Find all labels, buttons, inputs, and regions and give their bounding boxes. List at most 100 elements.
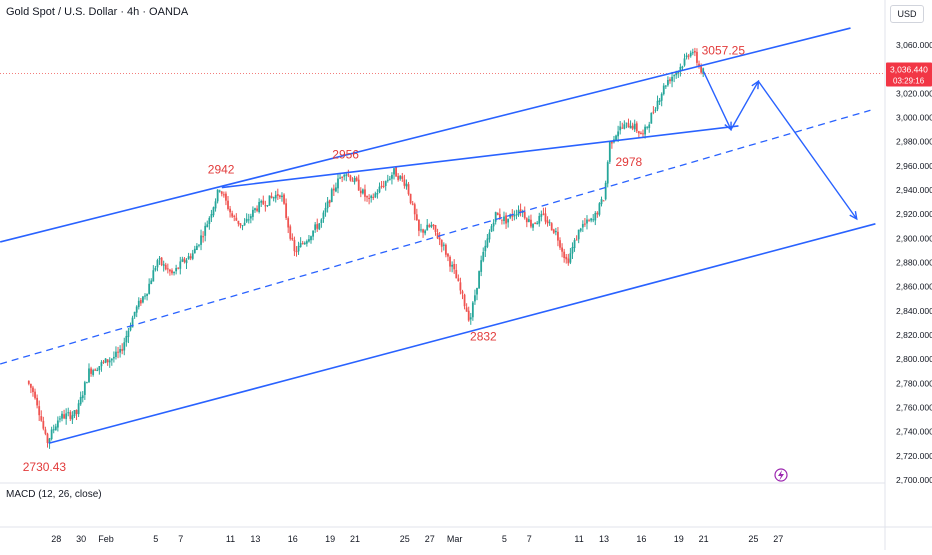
candle-body bbox=[75, 409, 78, 415]
candle-body bbox=[438, 237, 441, 240]
candle-body bbox=[229, 208, 231, 213]
candle-body bbox=[328, 200, 331, 204]
candle-body bbox=[100, 362, 103, 367]
lightning-icon[interactable] bbox=[774, 468, 788, 482]
candle-body bbox=[281, 195, 283, 198]
candle-body bbox=[119, 348, 122, 353]
candle-body bbox=[353, 177, 356, 183]
channel-upper-line[interactable] bbox=[0, 27, 851, 243]
candle-body bbox=[36, 397, 39, 406]
candle-body bbox=[345, 174, 348, 176]
candle-body bbox=[112, 356, 115, 359]
candle-body bbox=[440, 239, 443, 247]
candle-body bbox=[54, 426, 57, 431]
projection-path[interactable] bbox=[702, 71, 858, 220]
candle-body bbox=[683, 58, 686, 66]
candle-body bbox=[65, 413, 68, 419]
candle-body bbox=[276, 194, 279, 196]
candle-body bbox=[96, 370, 99, 372]
candle-body bbox=[67, 412, 70, 414]
candle-body bbox=[532, 223, 534, 228]
drawings[interactable] bbox=[0, 27, 885, 445]
price-axis-tick: 2,960.000 bbox=[896, 161, 932, 171]
candle-body bbox=[677, 71, 680, 74]
candle-body bbox=[627, 123, 630, 128]
candle-body bbox=[667, 80, 669, 86]
candle-body bbox=[79, 396, 82, 405]
candle-body bbox=[326, 201, 329, 209]
candle-body bbox=[681, 66, 684, 68]
candle-body bbox=[623, 124, 626, 129]
candle-body bbox=[573, 240, 576, 249]
price-tag: 3,036.440 03:29:16 bbox=[886, 62, 932, 87]
price-tag-value: 3,036.440 bbox=[890, 64, 928, 74]
candle-body bbox=[332, 188, 335, 191]
candle-body bbox=[453, 263, 456, 270]
candle-body bbox=[675, 72, 678, 76]
currency-button[interactable]: USD bbox=[890, 5, 924, 23]
candle-body bbox=[216, 189, 219, 202]
candle-body bbox=[366, 196, 368, 198]
candle-body bbox=[542, 213, 545, 215]
candle-body bbox=[700, 66, 703, 73]
candle-body bbox=[370, 195, 373, 199]
resistance-trendline[interactable] bbox=[221, 125, 739, 189]
candles bbox=[27, 47, 705, 449]
candle-body bbox=[272, 197, 275, 199]
candle-body bbox=[469, 317, 472, 320]
candle-body bbox=[592, 219, 595, 221]
candle-body bbox=[552, 229, 555, 233]
candle-body bbox=[397, 175, 400, 180]
candle-body bbox=[252, 209, 254, 217]
candle-body bbox=[308, 239, 310, 242]
candle-body bbox=[191, 253, 194, 259]
candle-body bbox=[154, 267, 157, 271]
candle-body bbox=[283, 194, 285, 204]
candle-body bbox=[189, 256, 192, 259]
candle-body bbox=[588, 220, 590, 222]
candle-body bbox=[693, 50, 696, 53]
candle-body bbox=[102, 361, 105, 363]
price-tag-countdown: 03:29:16 bbox=[893, 76, 925, 85]
candle-body bbox=[368, 197, 371, 199]
macd-indicator-label[interactable]: MACD (12, 26, close) bbox=[6, 489, 102, 500]
candle-body bbox=[135, 306, 138, 313]
candle-body bbox=[490, 226, 493, 232]
candle-body bbox=[382, 185, 385, 187]
candle-body bbox=[339, 177, 341, 179]
candle-body bbox=[596, 212, 599, 215]
candle-body bbox=[220, 191, 223, 194]
candle-body bbox=[598, 203, 601, 215]
price-axis-tick: 2,720.000 bbox=[896, 451, 932, 461]
price-axis-tick: 2,880.000 bbox=[896, 258, 932, 268]
candle-body bbox=[274, 195, 277, 199]
candle-body bbox=[106, 359, 109, 363]
projection-arrowhead bbox=[724, 121, 732, 132]
candle-body bbox=[420, 229, 422, 231]
price-axis-tick: 2,840.000 bbox=[896, 306, 932, 316]
channel-lower-line[interactable] bbox=[48, 223, 876, 445]
candle-body bbox=[488, 232, 491, 240]
price-axis-tick: 2,900.000 bbox=[896, 233, 932, 243]
candle-body bbox=[287, 218, 290, 228]
candle-body bbox=[303, 242, 306, 245]
candle-body bbox=[696, 51, 698, 63]
candle-body bbox=[90, 368, 92, 374]
candle-body bbox=[139, 300, 142, 304]
candle-body bbox=[42, 420, 45, 429]
candle-body bbox=[225, 193, 227, 201]
candle-body bbox=[471, 302, 474, 318]
candle-body bbox=[237, 220, 240, 224]
candle-body bbox=[664, 85, 667, 87]
candle-body bbox=[162, 264, 165, 266]
time-axis[interactable]: 28 30 Feb 5 7 11 13 16 19 21 25 27 Mar 5 7 11 13 16 19 21 25… bbox=[51, 534, 783, 544]
candle-body bbox=[160, 257, 163, 265]
candle-body bbox=[301, 243, 304, 245]
candle-body bbox=[133, 311, 136, 317]
candle-body bbox=[117, 351, 119, 353]
candle-body bbox=[121, 349, 124, 351]
candle-body bbox=[341, 176, 344, 178]
